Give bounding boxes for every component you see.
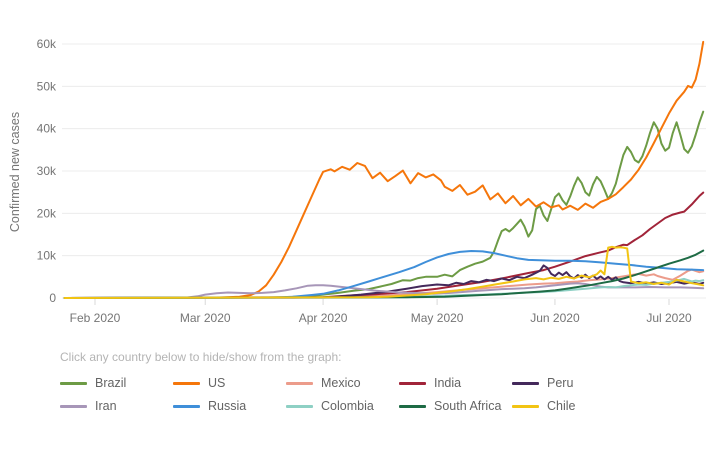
legend-item-brazil[interactable]: Brazil xyxy=(60,374,173,392)
legend-label-brazil: Brazil xyxy=(95,376,127,390)
legend-swatch-chile xyxy=(512,404,539,408)
legend-label-colombia: Colombia xyxy=(321,399,374,413)
legend-item-chile[interactable]: Chile xyxy=(512,397,625,415)
legend-swatch-russia xyxy=(173,404,200,408)
series-line-south-africa xyxy=(63,249,705,299)
x-tick-label-jun-2020: Jun 2020 xyxy=(530,311,580,325)
legend-swatch-mexico xyxy=(286,381,313,385)
series-line-india xyxy=(63,191,705,299)
series-line-brazil xyxy=(63,110,705,299)
x-tick-label-may-2020: May 2020 xyxy=(411,311,464,325)
x-tick-label-mar-2020: Mar 2020 xyxy=(180,311,231,325)
y-tick-label-60k: 60k xyxy=(37,37,57,51)
y-tick-label-40k: 40k xyxy=(37,122,57,136)
legend-label-peru: Peru xyxy=(547,376,574,390)
legend-item-india[interactable]: India xyxy=(399,374,512,392)
legend-label-india: India xyxy=(434,376,462,390)
legend-label-iran: Iran xyxy=(95,399,117,413)
legend-item-peru[interactable]: Peru xyxy=(512,374,625,392)
y-tick-label-20k: 20k xyxy=(37,206,57,220)
legend-grid: Brazil US Mexico India Peru Iran Russia Colombi… xyxy=(60,374,700,415)
x-tick-label-feb-2020: Feb 2020 xyxy=(70,311,121,325)
y-tick-label-0: 0 xyxy=(49,291,56,305)
legend-label-russia: Russia xyxy=(208,399,247,413)
legend-swatch-iran xyxy=(60,404,87,408)
legend-swatch-colombia xyxy=(286,404,313,408)
line-chart: 0 10k 20k 30k 40k 50k 60k Feb 2020 Mar 2020 Apr 2… xyxy=(37,37,706,325)
legend-swatch-brazil xyxy=(60,381,87,385)
legend-instruction: Click any country below to hide/show fro… xyxy=(60,350,342,364)
legend-swatch-us xyxy=(173,381,200,385)
series-line-chile xyxy=(63,245,705,299)
legend-item-colombia[interactable]: Colombia xyxy=(286,397,399,415)
legend-label-south-africa: South Africa xyxy=(434,399,502,413)
legend-item-iran[interactable]: Iran xyxy=(60,397,173,415)
legend-label-us: US xyxy=(208,376,226,390)
legend-item-mexico[interactable]: Mexico xyxy=(286,374,399,392)
series-line-russia xyxy=(63,250,705,299)
legend-item-us[interactable]: US xyxy=(173,374,286,392)
legend: Click any country below to hide/show fro… xyxy=(60,350,700,415)
legend-label-chile: Chile xyxy=(547,399,576,413)
legend-label-mexico: Mexico xyxy=(321,376,361,390)
series-line-us xyxy=(63,40,705,299)
y-tick-label-50k: 50k xyxy=(37,79,57,93)
legend-swatch-peru xyxy=(512,381,539,385)
legend-swatch-india xyxy=(399,381,426,385)
x-tick-label-jul-2020: Jul 2020 xyxy=(646,311,692,325)
y-tick-label-30k: 30k xyxy=(37,164,57,178)
y-tick-label-10k: 10k xyxy=(37,249,57,263)
legend-item-russia[interactable]: Russia xyxy=(173,397,286,415)
x-tick-label-apr-2020: Apr 2020 xyxy=(299,311,348,325)
legend-item-south-africa[interactable]: South Africa xyxy=(399,397,512,415)
legend-swatch-south-africa xyxy=(399,404,426,408)
